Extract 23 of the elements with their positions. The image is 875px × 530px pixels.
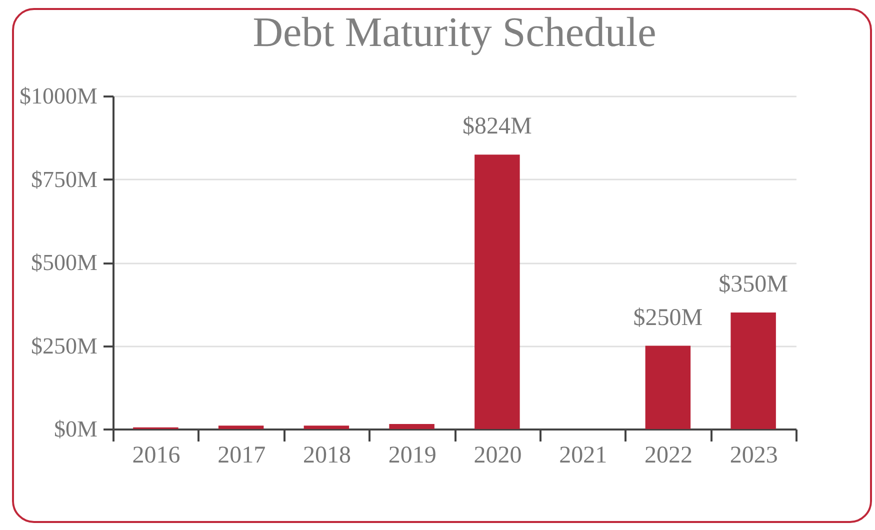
bar	[730, 312, 776, 429]
y-tick-label: $750M	[31, 166, 98, 192]
y-tick-label: $500M	[31, 250, 98, 275]
x-tick-label: 2020	[474, 442, 522, 468]
x-tick-label: 2018	[302, 442, 351, 468]
x-tick-label: 2023	[730, 442, 778, 468]
x-tick-label: 2019	[388, 442, 436, 468]
chart-title: Debt Maturity Schedule	[252, 10, 656, 56]
data-label: $824M	[462, 114, 532, 140]
bar	[389, 424, 434, 429]
bar	[474, 154, 520, 429]
bar	[645, 346, 691, 429]
data-label: $350M	[718, 271, 788, 298]
x-tick-label: 2022	[644, 442, 692, 468]
bar	[218, 426, 264, 429]
y-tick-label: $250M	[31, 333, 98, 358]
data-label: $250M	[633, 304, 703, 331]
bar	[304, 426, 350, 429]
x-tick-label: 2021	[559, 442, 608, 468]
y-tick-label: $0M	[54, 416, 98, 442]
y-tick-label: $1000M	[20, 84, 98, 108]
x-tick-label: 2016	[132, 442, 180, 468]
x-tick-label: 2017	[218, 442, 266, 468]
